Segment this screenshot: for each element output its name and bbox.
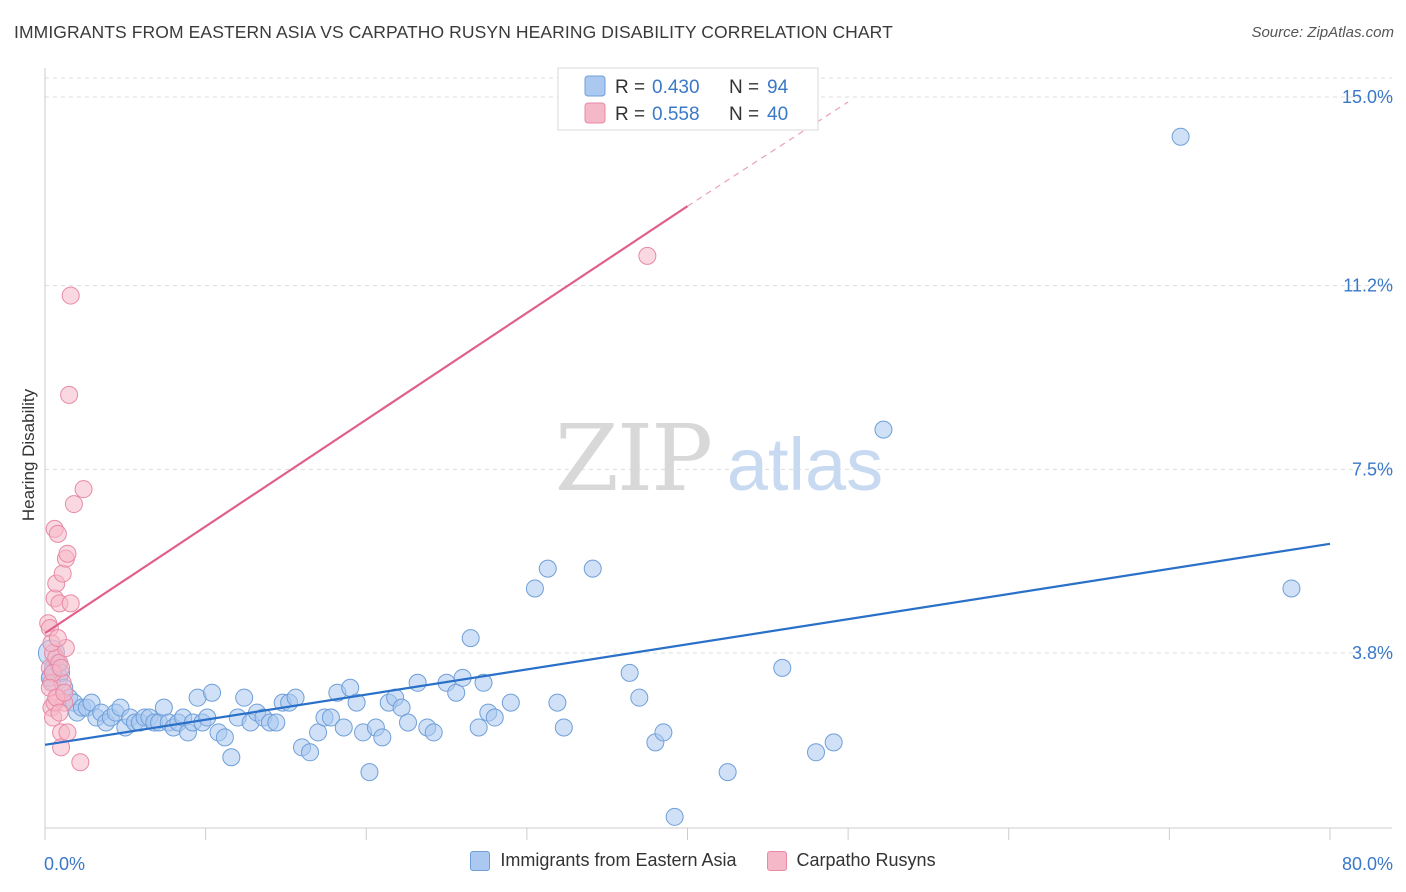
point-eastern-asia-61: [373, 728, 392, 747]
x-tick-label-1: 80.0%: [1342, 854, 1393, 874]
point-eastern-asia-83: [620, 663, 639, 682]
y-tick-label-0: 3.8%: [1352, 643, 1393, 663]
point-eastern-asia-76: [485, 708, 504, 727]
legend-item-carpatho-rusyn[interactable]: Carpatho Rusyns: [766, 850, 936, 871]
point-eastern-asia-35: [203, 683, 222, 702]
point-eastern-asia-72: [461, 629, 480, 648]
y-tick-label-1: 7.5%: [1352, 459, 1393, 479]
point-eastern-asia-88: [718, 763, 737, 782]
point-eastern-asia-70: [447, 683, 466, 702]
point-eastern-asia-77: [501, 693, 520, 712]
y-tick-label-3: 15.0%: [1342, 87, 1393, 107]
point-eastern-asia-82: [583, 559, 602, 578]
legend-swatch-blue: [584, 75, 606, 97]
point-eastern-asia-68: [424, 723, 443, 742]
trendlines: [44, 101, 1331, 746]
point-eastern-asia-57: [347, 693, 366, 712]
stats-legend: R = 0.430 N = 94 R = 0.558 N = 40: [557, 67, 819, 131]
point-eastern-asia-51: [309, 723, 328, 742]
point-eastern-asia-87: [665, 807, 684, 826]
y-tick-label-2: 11.2%: [1343, 276, 1393, 296]
x-tick-labels: 0.0% 80.0%: [44, 854, 1393, 874]
legend-swatch-pink: [584, 102, 606, 124]
point-eastern-asia-73: [469, 718, 488, 737]
point-carpatho-rusyn-36: [50, 703, 69, 722]
point-carpatho-rusyn-39: [55, 683, 74, 702]
point-eastern-asia-84: [630, 688, 649, 707]
stat-n-label-blue: N =: [729, 77, 759, 98]
point-eastern-asia-40: [235, 688, 254, 707]
point-carpatho-rusyn-24: [60, 385, 79, 404]
source-credit: Source: ZipAtlas.com: [1251, 24, 1394, 41]
point-eastern-asia-86: [654, 723, 673, 742]
point-eastern-asia-94: [1282, 579, 1301, 598]
point-carpatho-rusyn-29: [74, 480, 93, 499]
watermark-zip: ZIP: [555, 405, 711, 512]
legend-label-eastern-asia: Immigrants from Eastern Asia: [500, 850, 737, 870]
point-carpatho-rusyn-25: [61, 594, 80, 613]
trendline-carpatho-rusyn: [44, 205, 689, 635]
point-carpatho-rusyn-27: [64, 495, 83, 514]
point-eastern-asia-65: [399, 713, 418, 732]
point-carpatho-rusyn-22: [58, 544, 77, 563]
point-eastern-asia-38: [222, 748, 241, 767]
stat-r-value-pink: 0.558: [652, 104, 700, 125]
watermark: ZIP atlas: [555, 405, 883, 512]
point-eastern-asia-37: [215, 728, 234, 747]
legend-swatch-carpatho-rusyn: [766, 850, 787, 871]
point-carpatho-rusyn-26: [61, 286, 80, 305]
point-carpatho-rusyn-30: [638, 246, 657, 265]
point-eastern-asia-79: [538, 559, 557, 578]
series-legend: Immigrants from Eastern Asia Carpatho Ru…: [0, 850, 1406, 871]
point-eastern-asia-74: [474, 673, 493, 692]
stat-r-value-blue: 0.430: [652, 77, 700, 98]
point-carpatho-rusyn-37: [52, 658, 71, 677]
point-eastern-asia-90: [807, 743, 825, 762]
point-eastern-asia-59: [360, 763, 379, 782]
point-eastern-asia-66: [408, 673, 427, 692]
point-carpatho-rusyn-38: [48, 629, 67, 648]
point-carpatho-rusyn-11: [48, 524, 67, 543]
trendline-eastern-asia: [44, 542, 1331, 746]
point-eastern-asia-80: [548, 693, 567, 712]
point-eastern-asia-89: [773, 658, 792, 677]
point-carpatho-rusyn-23: [58, 723, 77, 742]
point-carpatho-rusyn-17: [53, 564, 72, 583]
point-eastern-asia-45: [267, 713, 286, 732]
point-eastern-asia-55: [334, 718, 353, 737]
point-eastern-asia-53: [321, 708, 340, 727]
point-eastern-asia-25: [154, 698, 173, 717]
series-carpatho-rusyn-points: [39, 246, 657, 772]
y-axis-label: Hearing Disability: [19, 388, 38, 521]
y-tick-labels: 3.8% 7.5% 11.2% 15.0%: [1342, 87, 1393, 663]
point-eastern-asia-78: [525, 579, 544, 598]
legend-item-eastern-asia[interactable]: Immigrants from Eastern Asia: [470, 850, 737, 871]
stat-n-label-pink: N =: [729, 104, 759, 125]
point-eastern-asia-64: [392, 698, 411, 717]
legend-swatch-eastern-asia: [470, 850, 491, 871]
stat-n-value-pink: 40: [767, 104, 788, 125]
watermark-atlas: atlas: [727, 423, 883, 506]
stat-r-label-pink: R =: [615, 104, 645, 125]
point-eastern-asia-81: [554, 718, 573, 737]
legend-label-carpatho-rusyn: Carpatho Rusyns: [796, 850, 936, 870]
trendline-carpatho-rusyn-extension: [687, 101, 849, 207]
point-eastern-asia-50: [301, 743, 320, 762]
stat-r-label-blue: R =: [615, 77, 645, 98]
chart-title: IMMIGRANTS FROM EASTERN ASIA VS CARPATHO…: [14, 22, 893, 42]
x-tick-label-0: 0.0%: [44, 854, 85, 874]
point-eastern-asia-91: [824, 733, 843, 752]
point-eastern-asia-92: [874, 420, 893, 439]
stat-n-value-blue: 94: [767, 77, 789, 98]
point-carpatho-rusyn-28: [71, 753, 90, 772]
point-eastern-asia-93: [1171, 127, 1190, 146]
